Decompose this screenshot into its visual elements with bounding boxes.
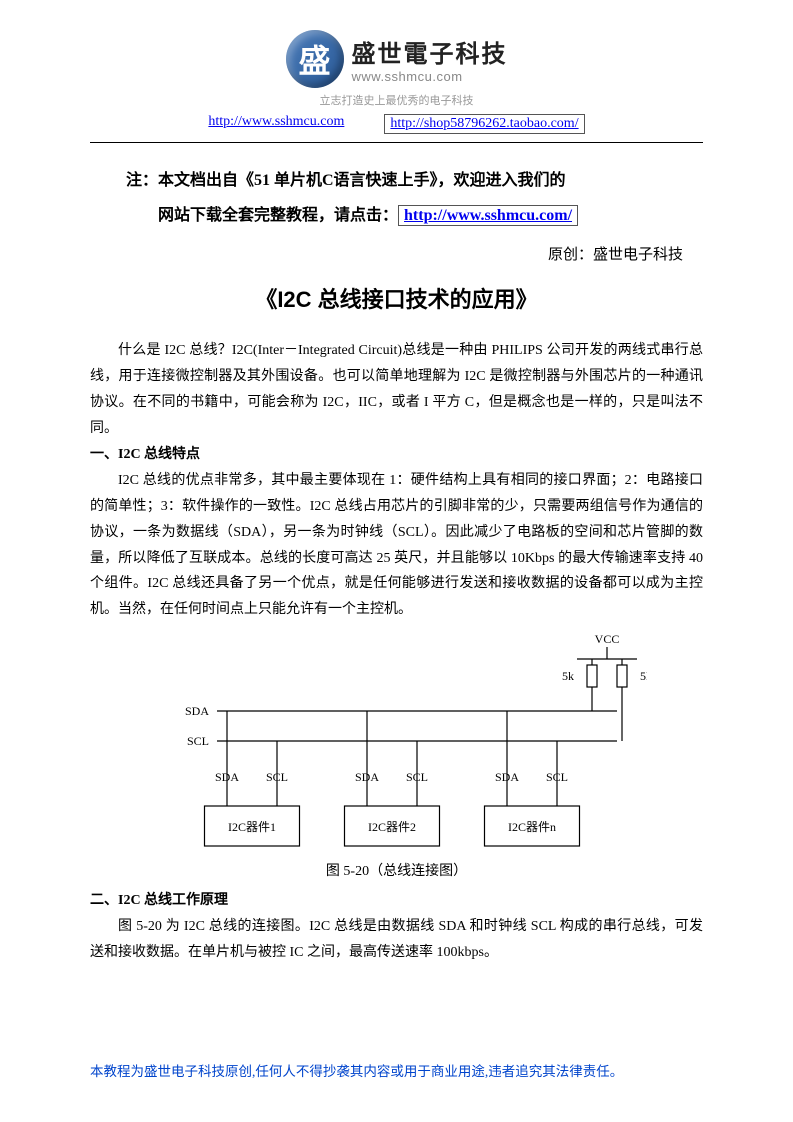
svg-text:SCL: SCL	[186, 734, 208, 748]
svg-text:SDA: SDA	[354, 770, 378, 784]
header-logo: 盛 盛世電子科技 www.sshmcu.com	[90, 30, 703, 88]
svg-text:SCL: SCL	[545, 770, 567, 784]
notice-block: 注：本文档出自《51 单片机C语言快速上手》，欢迎进入我们的 网站下载全套完整教…	[90, 163, 703, 233]
notice-line-2: 网站下载全套完整教程，请点击：http://www.sshmcu.com/	[110, 198, 683, 233]
figure-caption: 图 5-20（总线连接图）	[90, 860, 703, 880]
notice-line-2-text: 网站下载全套完整教程，请点击：	[158, 207, 398, 224]
logo-tagline: 立志打造史上最优秀的电子科技	[90, 92, 703, 108]
svg-text:I2C器件1: I2C器件1	[227, 820, 275, 834]
intro-paragraph: 什么是 I2C 总线？I2C(Inter－Integrated Circuit)…	[90, 338, 703, 442]
svg-text:I2C器件n: I2C器件n	[507, 820, 555, 834]
main-site-link[interactable]: http://www.sshmcu.com	[208, 114, 344, 134]
svg-text:I2C器件2: I2C器件2	[367, 820, 415, 834]
section-2-heading: 二、I2C 总线工作原理	[90, 888, 703, 914]
svg-text:SCL: SCL	[265, 770, 287, 784]
shop-link[interactable]: http://shop58796262.taobao.com/	[384, 114, 584, 134]
origin-credit: 原创：盛世电子科技	[90, 243, 683, 264]
svg-text:5k: 5k	[640, 669, 647, 683]
svg-text:SCL: SCL	[405, 770, 427, 784]
section-1-body: I2C 总线的优点非常多，其中最主要体现在 1：硬件结构上具有相同的接口界面；2…	[90, 468, 703, 623]
section-2-body: 图 5-20 为 I2C 总线的连接图。I2C 总线是由数据线 SDA 和时钟线…	[90, 914, 703, 966]
svg-text:SDA: SDA	[184, 704, 208, 718]
tutorial-download-link[interactable]: http://www.sshmcu.com/	[398, 205, 578, 226]
bus-diagram: VCC 5k 5k SDA SCL I2C器件1 SDA SCL I2C器件2 SDA SCL I2C…	[90, 631, 703, 856]
svg-text:SDA: SDA	[214, 770, 238, 784]
footer-copyright: 本教程为盛世电子科技原创,任何人不得抄袭其内容或用于商业用途,违者追究其法律责任…	[90, 1060, 703, 1080]
header-links: http://www.sshmcu.com http://shop5879626…	[90, 114, 703, 134]
logo-company-name: 盛世電子科技	[352, 34, 508, 69]
logo-icon: 盛	[286, 30, 344, 88]
svg-text:5k: 5k	[562, 669, 574, 683]
svg-text:SDA: SDA	[494, 770, 518, 784]
page-title: 《I2C 总线接口技术的应用》	[90, 282, 703, 314]
svg-text:VCC: VCC	[594, 632, 619, 646]
notice-line-1: 注：本文档出自《51 单片机C语言快速上手》，欢迎进入我们的	[110, 163, 683, 198]
logo-text-group: 盛世電子科技 www.sshmcu.com	[352, 34, 508, 84]
section-1-heading: 一、I2C 总线特点	[90, 442, 703, 468]
logo-url: www.sshmcu.com	[352, 69, 508, 84]
header-divider	[90, 142, 703, 143]
